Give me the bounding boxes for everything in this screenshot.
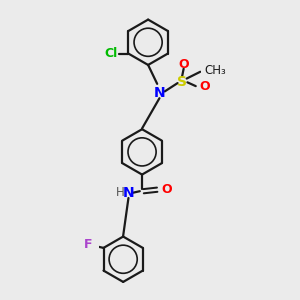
Text: N: N [154,86,165,100]
Text: Cl: Cl [104,47,117,60]
Text: O: O [178,58,189,71]
Text: H: H [116,186,125,199]
Text: CH₃: CH₃ [204,64,226,77]
Text: O: O [162,183,172,196]
Text: S: S [177,75,187,88]
Text: N: N [123,186,134,200]
Text: O: O [200,80,210,93]
Text: F: F [84,238,92,251]
